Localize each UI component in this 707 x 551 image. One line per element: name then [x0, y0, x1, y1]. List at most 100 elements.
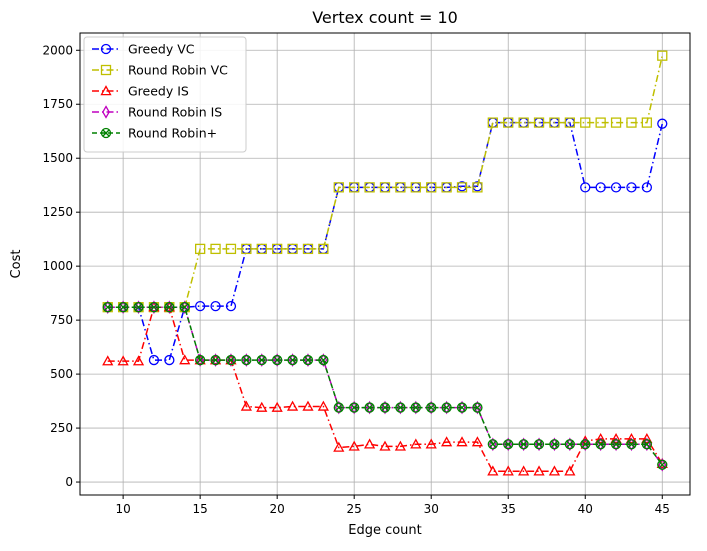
- data-point: [117, 355, 129, 366]
- data-point: [657, 50, 668, 61]
- x-tick-label: 30: [424, 502, 439, 516]
- data-point: [318, 354, 329, 366]
- data-point: [256, 401, 268, 412]
- data-point: [349, 402, 360, 413]
- data-point: [210, 300, 221, 312]
- data-point: [487, 465, 499, 476]
- legend-label: Round Robin VC: [128, 63, 228, 78]
- data-point: [657, 459, 668, 470]
- y-tick-label: 0: [65, 475, 73, 489]
- y-tick-label: 2000: [42, 43, 73, 57]
- data-point: [256, 354, 267, 366]
- data-point: [595, 439, 606, 450]
- data-point: [363, 438, 376, 449]
- data-point: [410, 438, 422, 449]
- data-point: [456, 436, 468, 447]
- data-point: [426, 402, 437, 413]
- data-point: [472, 402, 483, 413]
- series-4: [102, 302, 668, 470]
- data-point: [164, 302, 175, 313]
- legend: Greedy VC Round Robin VC Greedy IS Round Ro…: [83, 36, 247, 153]
- data-point: [164, 354, 175, 366]
- data-point: [117, 302, 129, 313]
- data-point: [502, 465, 514, 476]
- x-tick-label: 25: [347, 502, 362, 516]
- data-point: [518, 465, 530, 476]
- legend-item: Greedy IS: [92, 84, 189, 99]
- ticks: 10 15 20 25 30 35 40 45 0 250 500 750 1000 1250 1500 17…: [42, 43, 669, 516]
- data-point: [595, 433, 607, 444]
- x-tick-label: 40: [578, 502, 593, 516]
- data-point: [426, 182, 437, 193]
- data-point: [241, 243, 252, 255]
- data-point: [487, 439, 498, 450]
- data-point: [472, 182, 483, 193]
- data-point: [148, 302, 160, 313]
- data-point: [348, 440, 360, 451]
- data-point: [626, 182, 637, 193]
- data-point: [610, 182, 622, 193]
- data-point: [102, 355, 114, 366]
- data-point: [456, 402, 468, 413]
- data-point: [364, 182, 375, 193]
- data-point: [518, 117, 529, 128]
- legend-marker: [100, 85, 112, 96]
- data-point: [487, 117, 498, 128]
- data-point: [610, 439, 622, 450]
- data-point: [503, 439, 514, 450]
- data-point: [379, 402, 391, 413]
- data-point: [533, 117, 545, 128]
- data-point: [179, 302, 190, 313]
- y-tick-label: 1500: [42, 151, 73, 165]
- data-point: [287, 243, 298, 255]
- data-point: [195, 243, 206, 255]
- data-point: [641, 439, 653, 450]
- data-point: [379, 182, 391, 193]
- data-point: [179, 354, 191, 365]
- data-point: [471, 436, 484, 447]
- data-point: [148, 354, 160, 366]
- data-point: [503, 117, 514, 128]
- data-point: [564, 117, 575, 128]
- data-point: [225, 300, 237, 312]
- legend-item: Greedy VC: [92, 42, 195, 57]
- legend-label: Round Robin IS: [128, 105, 222, 120]
- data-point: [302, 354, 314, 366]
- data-point: [626, 117, 637, 128]
- data-point: [287, 354, 298, 366]
- data-point: [349, 182, 360, 193]
- data-point: [132, 355, 145, 366]
- data-point: [133, 302, 144, 313]
- data-point: [394, 440, 407, 451]
- data-point: [395, 402, 406, 413]
- data-point: [333, 441, 345, 452]
- legend-item: Round Robin IS: [92, 105, 222, 120]
- series-line: [107, 55, 664, 308]
- legend-item: Round Robin VC: [92, 63, 228, 78]
- data-point: [333, 402, 344, 413]
- legend-box: [83, 36, 247, 153]
- data-point: [549, 117, 560, 128]
- data-point: [225, 354, 237, 366]
- legend-marker: [100, 43, 112, 55]
- data-point: [210, 243, 221, 255]
- grid: [80, 33, 690, 495]
- data-point: [256, 243, 267, 255]
- data-point: [518, 439, 529, 450]
- data-point: [548, 465, 561, 476]
- data-point: [395, 182, 406, 193]
- y-tick-label: 750: [50, 313, 73, 327]
- data-point: [425, 438, 437, 449]
- data-point: [533, 439, 545, 450]
- data-point: [272, 243, 283, 255]
- x-axis-label: Edge count: [348, 523, 422, 538]
- data-point: [441, 402, 452, 413]
- series-group: [102, 50, 668, 476]
- data-point: [456, 182, 468, 193]
- chart-title: Vertex count = 10: [312, 8, 458, 27]
- data-point: [564, 465, 576, 476]
- data-point: [225, 243, 237, 255]
- data-point: [595, 182, 606, 193]
- data-point: [241, 354, 252, 366]
